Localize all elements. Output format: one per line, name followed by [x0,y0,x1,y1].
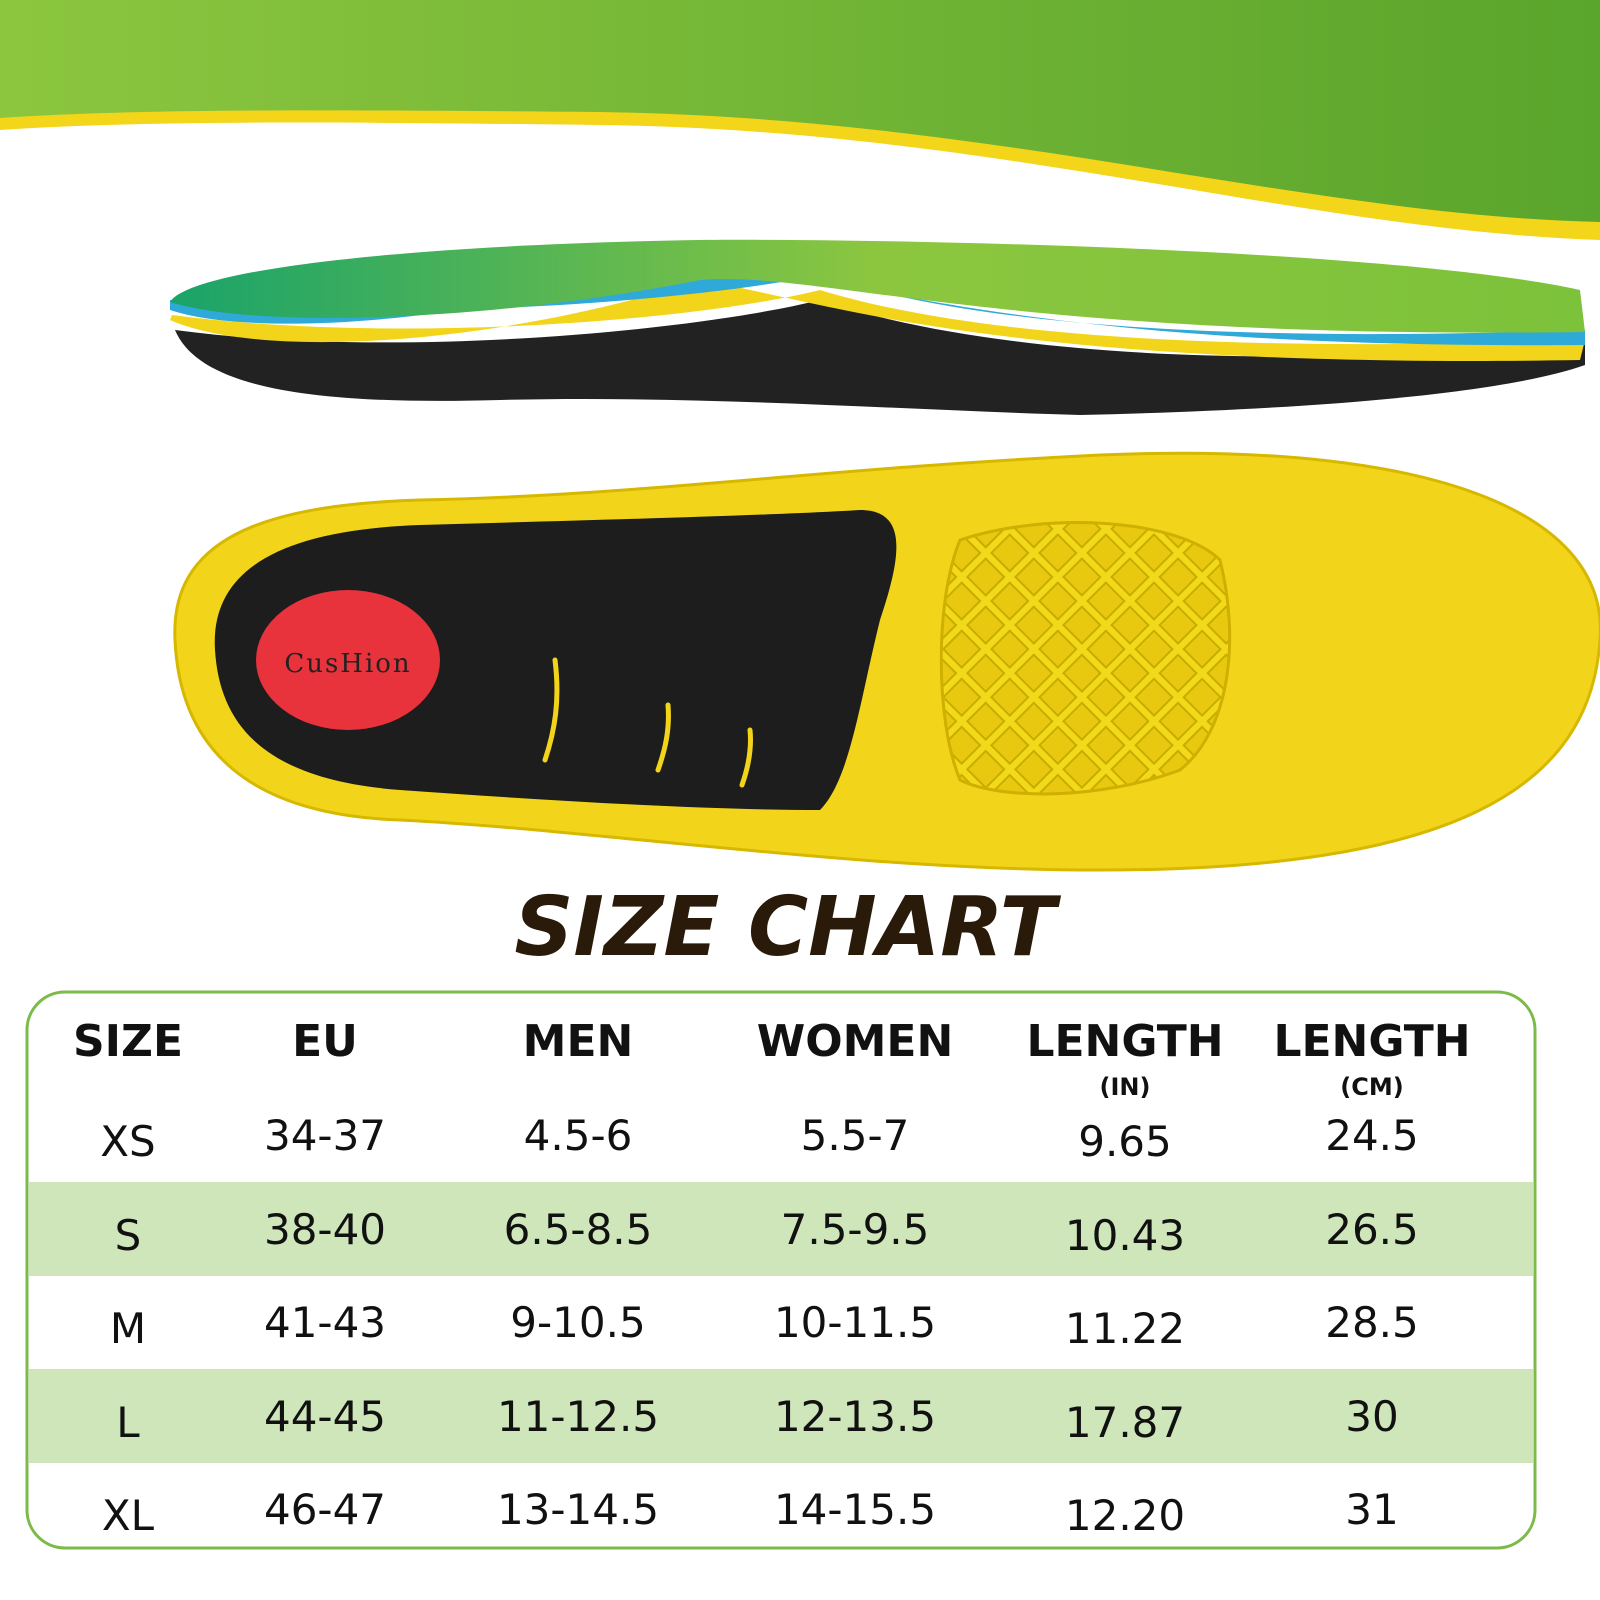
column-header: WOMEN [757,1016,954,1067]
cell: XS [100,1117,155,1166]
title: SIZE CHART [514,880,1061,975]
cell: 44-45 [264,1392,386,1441]
row-band [29,1369,1533,1463]
cell: 24.5 [1325,1111,1419,1160]
column-unit: (IN) [1100,1073,1151,1101]
cell: 34-37 [264,1111,386,1160]
cell: 11-12.5 [497,1392,659,1441]
cell: 7.5-9.5 [781,1205,930,1254]
cell: 14-15.5 [774,1485,936,1534]
cell: 31 [1345,1485,1398,1534]
cell: 28.5 [1325,1298,1419,1347]
cell: 41-43 [264,1298,386,1347]
cell: 10-11.5 [774,1298,936,1347]
cell: L [116,1398,140,1447]
cell: M [110,1304,146,1353]
cell: 12.20 [1065,1491,1185,1540]
insole-top: CusHion [173,451,1600,872]
cell: S [115,1211,142,1260]
cell: 6.5-8.5 [504,1205,653,1254]
column-header: MEN [523,1016,634,1067]
wave-green [0,0,1600,222]
cushion-badge [256,590,440,730]
cell: 4.5-6 [524,1111,633,1160]
cell: 13-14.5 [497,1485,659,1534]
cell: 9-10.5 [510,1298,645,1347]
cell: 10.43 [1065,1211,1185,1260]
column-header: EU [292,1016,358,1067]
column-header: LENGTH [1026,1016,1223,1067]
column-header: LENGTH [1273,1016,1470,1067]
table: SIZE EU MEN WOMEN LENGTH (IN) LENGTH (CM) XS 34-3… [29,1016,1533,1540]
cell: 12-13.5 [774,1392,936,1441]
cell: 5.5-7 [801,1111,910,1160]
badge-text: CusHion [284,649,411,679]
column-header: SIZE [73,1016,183,1067]
cell: 46-47 [264,1485,386,1534]
cell: 11.22 [1065,1304,1185,1353]
row-band [29,1182,1533,1276]
cell: 26.5 [1325,1205,1419,1254]
insole-side [170,239,1585,415]
cell: 9.65 [1078,1117,1172,1166]
cell: XL [102,1491,155,1540]
cell: 38-40 [264,1205,386,1254]
cell: 30 [1345,1392,1398,1441]
cell: 17.87 [1065,1398,1185,1447]
column-unit: (CM) [1340,1073,1403,1101]
